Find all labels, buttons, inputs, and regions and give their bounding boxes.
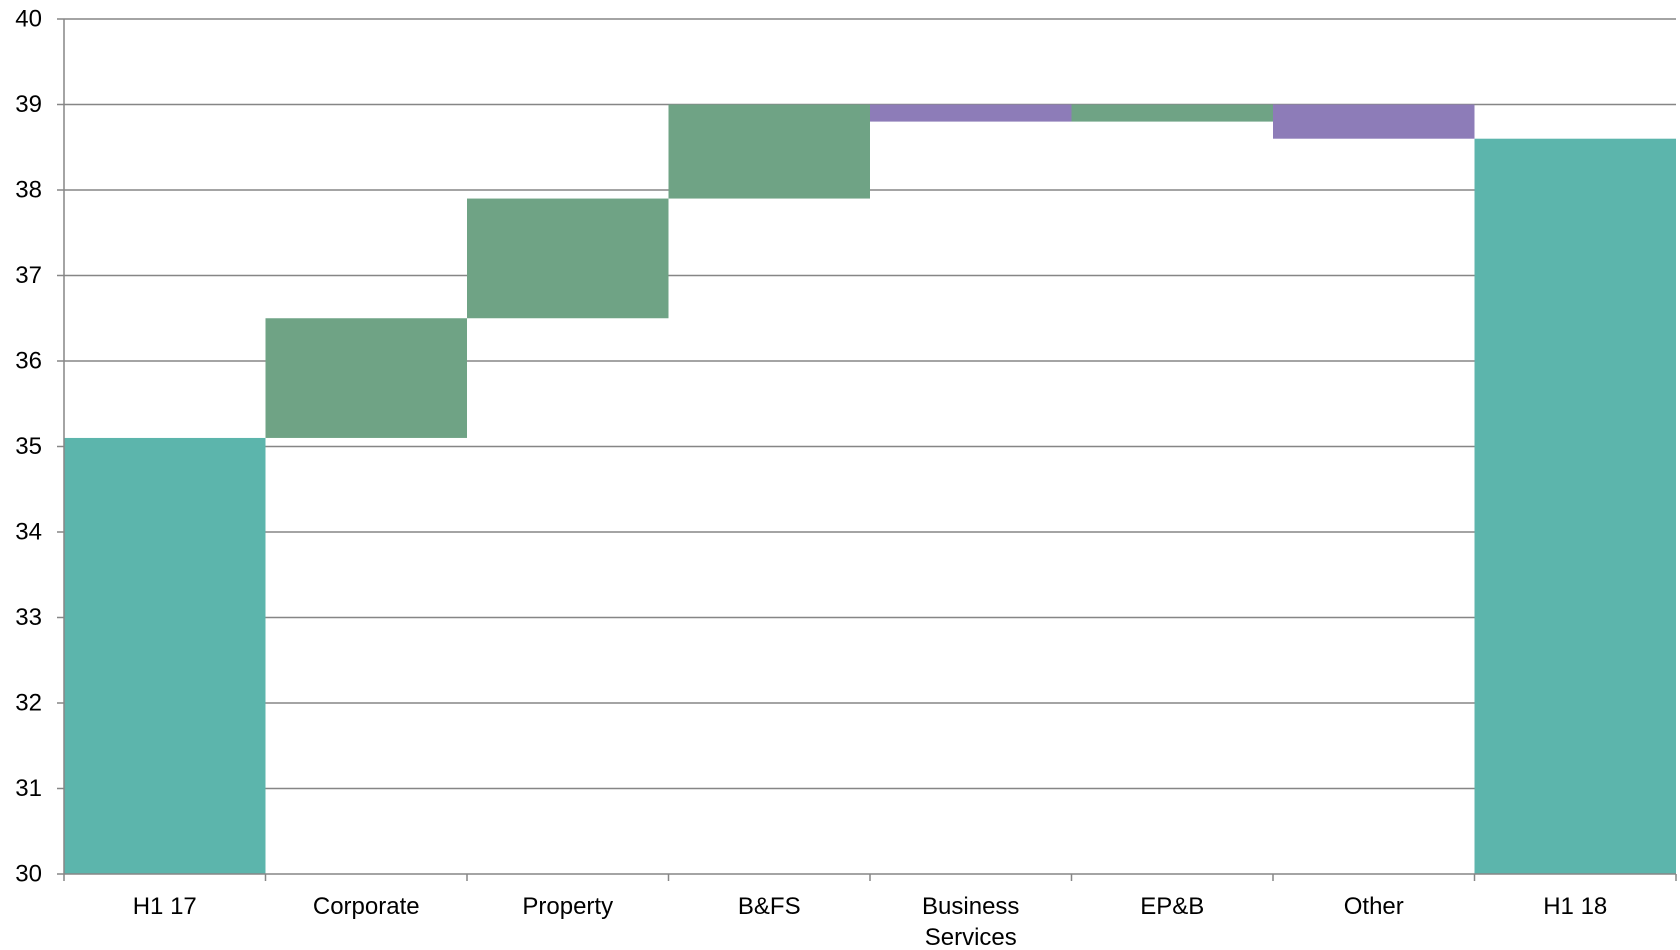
bar-h1-17 (64, 437, 266, 874)
y-tick-label-30: 30 (15, 861, 42, 888)
x-category-label-h1-17: H1 17 (133, 893, 197, 920)
y-tick-label-31: 31 (15, 775, 42, 802)
x-category-label-corporate: Corporate (313, 893, 420, 920)
x-category-label-business-services: Business Services (922, 893, 1019, 950)
axes (57, 18, 1677, 881)
y-tick-label-35: 35 (15, 433, 42, 460)
bar-other (1273, 104, 1475, 139)
bar-corporate (265, 318, 467, 438)
x-category-label-epandb: EP&B (1140, 893, 1204, 920)
y-tick-label-40: 40 (15, 6, 42, 33)
y-tick-label-32: 32 (15, 690, 42, 717)
bar-epandb (1071, 104, 1273, 122)
x-category-label-other: Other (1344, 893, 1404, 920)
y-tick-label-38: 38 (15, 177, 42, 204)
y-tick-label-39: 39 (15, 91, 42, 118)
y-tick-labels: 30 31 32 33 34 35 36 37 38 39 40 (15, 6, 42, 888)
bar-property (467, 198, 669, 319)
y-tick-label-33: 33 (15, 604, 42, 631)
x-category-label-h1-18: H1 18 (1543, 893, 1607, 920)
bar-h1-18 (1474, 138, 1676, 874)
y-tick-label-36: 36 (15, 348, 42, 375)
bars (64, 104, 1676, 874)
x-category-label-property: Property (522, 893, 613, 920)
x-category-label-bandfs: B&FS (738, 893, 801, 920)
x-category-labels: H1 17 Corporate Property B&FS Business Servic… (133, 893, 1608, 950)
bar-bandfs (668, 104, 870, 199)
bar-business-services (870, 104, 1072, 122)
y-tick-label-34: 34 (15, 519, 42, 546)
y-tick-label-37: 37 (15, 262, 42, 289)
